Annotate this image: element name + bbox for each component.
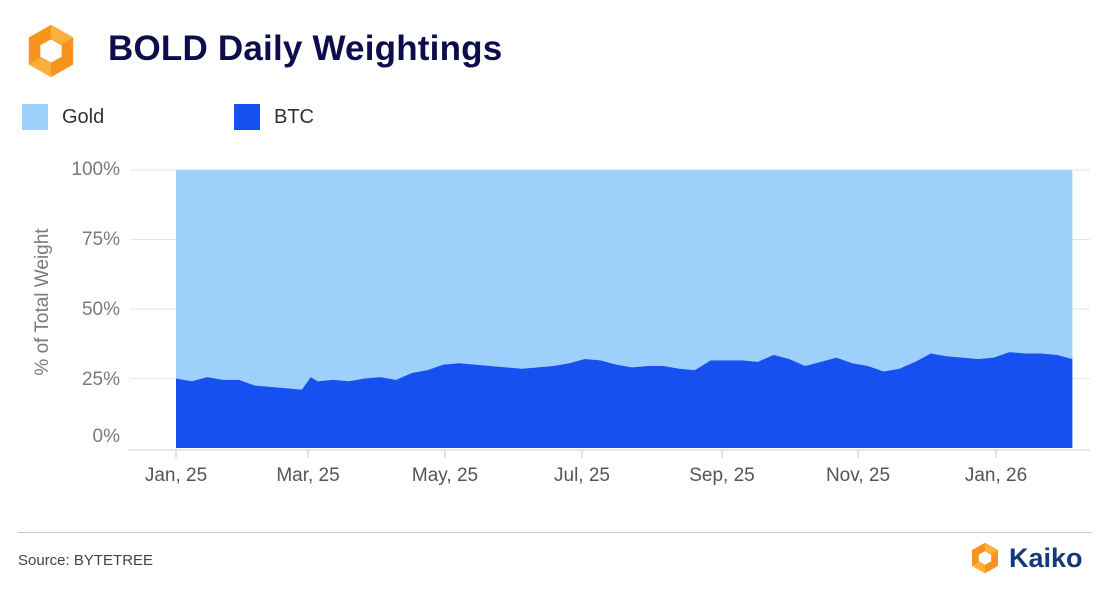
area-series-btc (176, 352, 1073, 448)
x-tick-label: Jan, 26 (965, 465, 1027, 486)
x-tick-label: Nov, 25 (826, 465, 890, 486)
y-tick-label: 100% (71, 159, 120, 180)
legend-swatch-gold (22, 104, 48, 130)
x-tick-label: Jan, 25 (145, 465, 207, 486)
y-axis-label: % of Total Weight (32, 228, 53, 376)
footer-divider (18, 532, 1092, 533)
kaiko-hexagon-brand-icon (971, 542, 999, 574)
x-tick-label: Sep, 25 (689, 465, 755, 486)
x-tick-label: Mar, 25 (276, 465, 339, 486)
y-tick-label: 50% (82, 299, 120, 320)
y-tick-label: 0% (93, 426, 121, 447)
legend-swatch-btc (234, 104, 260, 130)
x-tick-label: Jul, 25 (554, 465, 610, 486)
brand-name: Kaiko (1009, 542, 1083, 573)
y-tick-label: 25% (82, 369, 120, 390)
stacked-area-chart: 0% 25% 50% 75% 100% % of Total Weight Jan, 25 M… (32, 159, 1090, 486)
kaiko-hexagon-logo-icon (28, 24, 74, 78)
area-series-gold (176, 170, 1073, 390)
brand-logo: Kaiko (968, 540, 1083, 576)
legend-label-btc: BTC (274, 105, 314, 128)
legend-item-gold: Gold (22, 104, 104, 130)
source-note: Source: BYTETREE (18, 552, 154, 569)
legend-label-gold: Gold (62, 105, 105, 128)
y-tick-label: 75% (82, 229, 120, 250)
page-title: BOLD Daily Weightings (108, 29, 503, 68)
legend-item-btc: BTC (234, 104, 314, 130)
x-tick-label: May, 25 (412, 465, 478, 486)
